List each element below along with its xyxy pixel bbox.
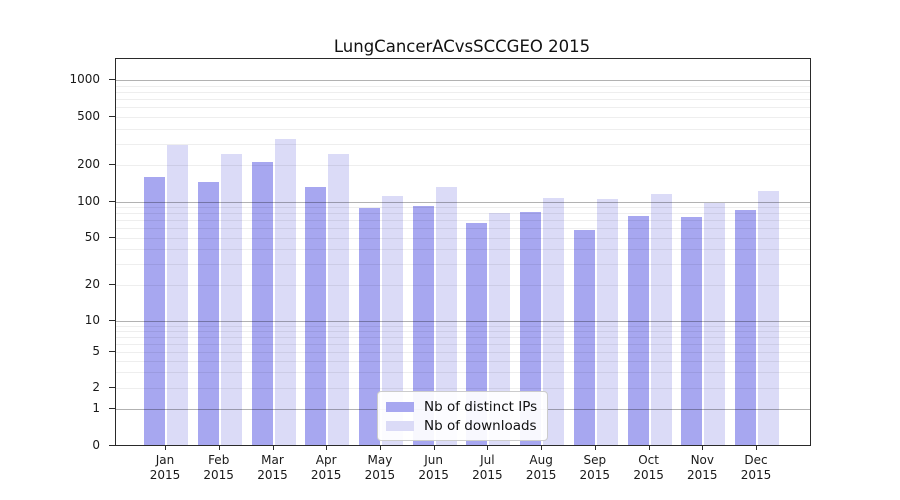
minor-gridline-400	[116, 128, 810, 130]
bar-ips-oct	[627, 215, 649, 445]
x-tick-mark	[702, 445, 704, 450]
y-tick-label-5: 5	[92, 344, 100, 358]
x-tick-mark	[541, 445, 543, 450]
x-tick-label-feb: Feb 2015	[203, 453, 234, 482]
bar-ips-may	[358, 207, 380, 445]
bar-ips-feb	[197, 181, 219, 445]
bar-ips-jun	[412, 205, 434, 445]
x-tick-label-oct: Oct 2015	[633, 453, 664, 482]
legend-item-downloads: Nb of downloads	[386, 416, 537, 435]
x-tick-label-aug: Aug 2015	[525, 453, 557, 482]
x-tick-label-mar: Mar 2015	[257, 453, 288, 482]
y-tick-mark	[109, 387, 115, 388]
major-gridline-1000	[116, 80, 810, 82]
x-tick-label-dec: Dec 2015	[740, 453, 772, 482]
bar-ips-jan	[144, 176, 165, 445]
x-tick-label-jan: Jan 2015	[149, 453, 181, 482]
y-tick-mark	[109, 408, 115, 409]
x-tick-mark	[165, 445, 166, 450]
chart-title: LungCancerACvsSCCGEO 2015	[333, 37, 591, 56]
x-tick-label-sep: Sep 2015	[579, 453, 611, 482]
x-tick-mark	[594, 445, 596, 450]
y-tick-label-50: 50	[84, 229, 100, 244]
bar-ips-jul	[466, 223, 488, 445]
y-tick-mark	[109, 79, 115, 81]
x-tick-mark	[648, 445, 650, 450]
y-tick-label-1: 1	[92, 401, 100, 415]
x-tick-mark	[487, 445, 489, 450]
bar-downloads-jun	[435, 186, 457, 445]
legend-label: Nb of distinct IPs	[424, 398, 538, 415]
bar-ips-dec	[735, 209, 756, 445]
bar-ips-mar	[251, 162, 273, 445]
bar-downloads-oct	[650, 194, 672, 445]
x-tick-label-jun: Jun 2015	[418, 453, 449, 482]
minor-gridline-500	[116, 116, 810, 118]
bar-downloads-dec	[758, 191, 779, 445]
y-tick-mark	[109, 444, 115, 446]
bar-ips-sep	[573, 229, 595, 445]
y-tick-label-200: 200	[77, 157, 100, 171]
bar-ips-aug	[520, 211, 542, 445]
minor-gridline-600	[116, 107, 810, 109]
legend-label: Nb of downloads	[424, 417, 537, 434]
ips-swatch	[386, 401, 414, 412]
y-tick-mark	[109, 320, 115, 321]
x-tick-label-apr: Apr 2015	[310, 453, 342, 482]
bar-downloads-feb	[220, 154, 242, 445]
plot-area	[115, 58, 811, 446]
bar-downloads-aug	[543, 198, 565, 445]
legend: Nb of distinct IPs Nb of downloads	[377, 391, 549, 441]
bar-downloads-mar	[274, 139, 296, 445]
minor-gridline-300	[116, 143, 810, 145]
downloads-swatch	[386, 420, 414, 431]
x-tick-label-nov: Nov 2015	[687, 453, 718, 482]
y-tick-label-1000: 1000	[69, 72, 100, 87]
x-tick-mark	[218, 445, 220, 450]
bar-downloads-jul	[489, 213, 511, 445]
x-tick-mark	[433, 445, 435, 450]
y-tick-mark	[109, 115, 115, 117]
x-tick-label-may: May 2015	[364, 453, 396, 482]
y-tick-label-0: 0	[92, 437, 100, 452]
bar-downloads-apr	[328, 153, 350, 445]
legend-item-distinct-ips: Nb of distinct IPs	[386, 397, 537, 416]
y-tick-label-10: 10	[84, 313, 100, 327]
x-tick-label-jul: Jul 2015	[472, 453, 503, 482]
bar-ips-apr	[305, 186, 327, 445]
minor-gridline-800	[116, 92, 810, 93]
y-tick-mark	[109, 164, 115, 165]
y-tick-label-20: 20	[84, 277, 100, 291]
y-tick-label-500: 500	[77, 108, 100, 123]
bar-downloads-jan	[167, 144, 188, 445]
minor-gridline-700	[116, 99, 810, 100]
x-tick-mark	[379, 445, 381, 450]
x-tick-mark	[756, 445, 757, 450]
y-tick-mark	[109, 236, 115, 238]
x-tick-mark	[326, 445, 328, 450]
bar-downloads-may	[381, 195, 403, 445]
x-tick-mark	[272, 445, 274, 450]
bar-downloads-nov	[704, 203, 726, 445]
bar-downloads-sep	[596, 199, 618, 445]
y-tick-mark	[109, 200, 115, 202]
y-tick-mark	[109, 351, 115, 352]
bar-ips-nov	[681, 217, 703, 445]
minor-gridline-900	[116, 85, 810, 87]
y-tick-mark	[109, 284, 115, 285]
y-tick-label-2: 2	[92, 380, 100, 394]
y-tick-label-100: 100	[77, 193, 100, 208]
